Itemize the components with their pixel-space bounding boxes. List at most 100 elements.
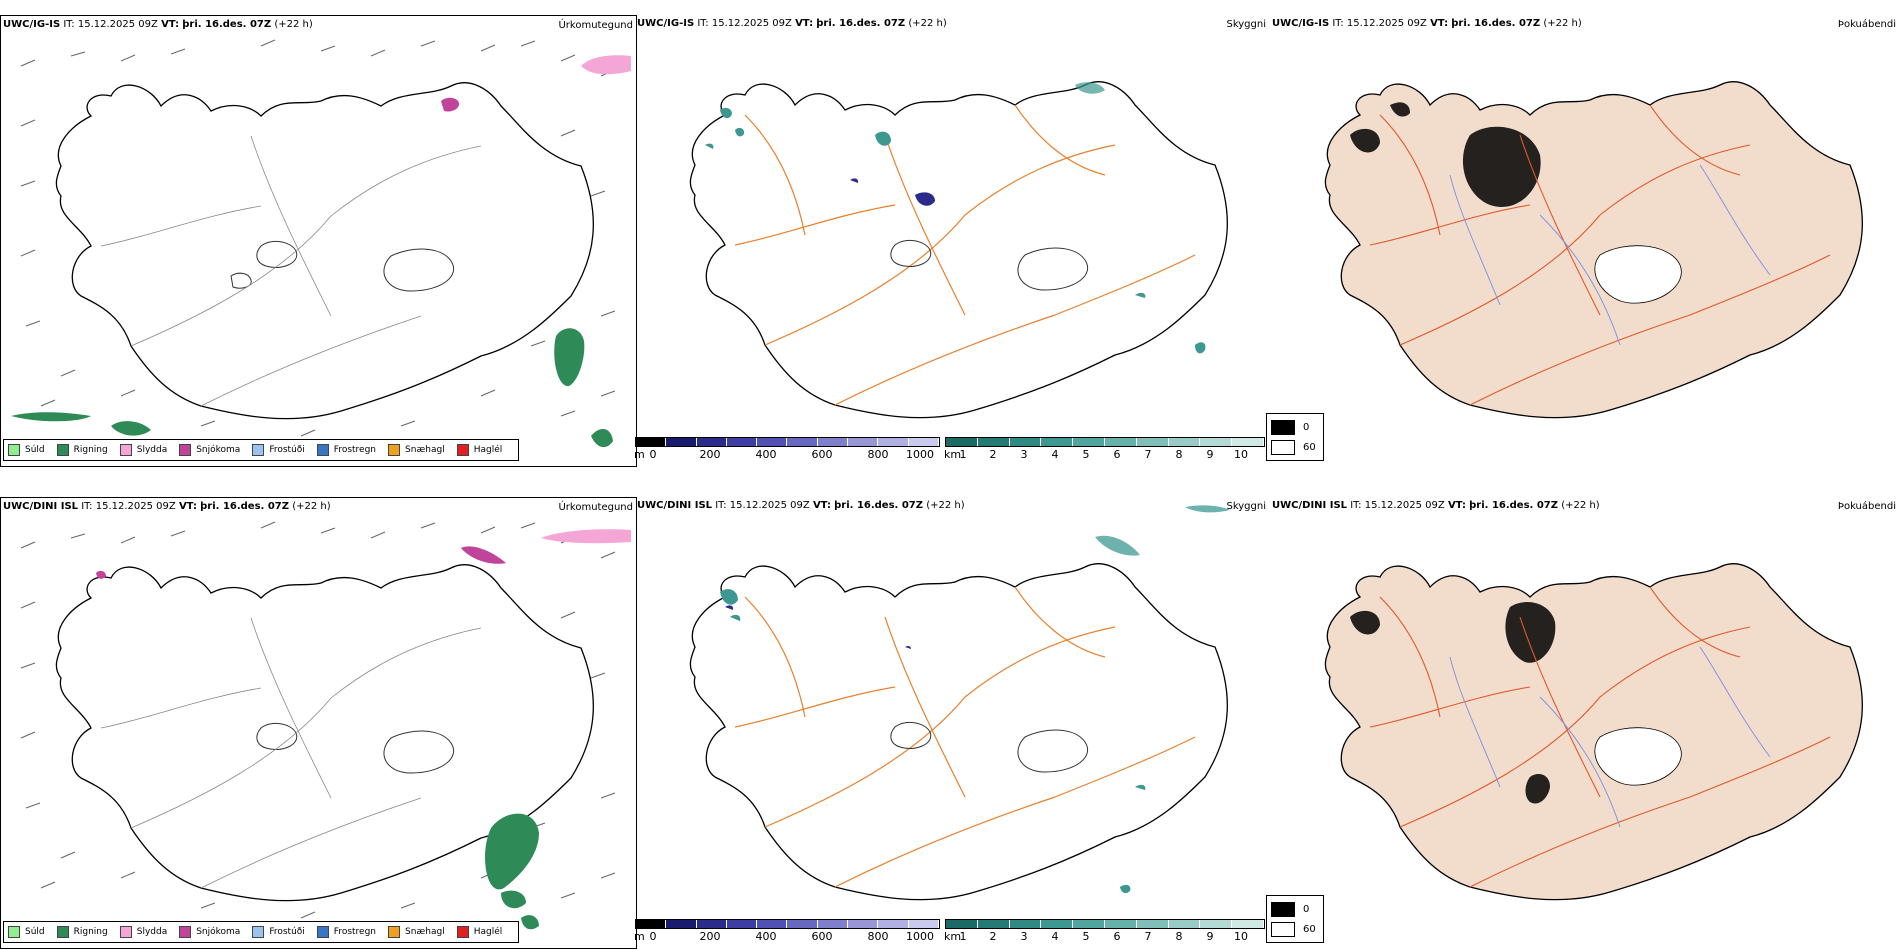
legend-label: Slydda [136, 445, 168, 455]
precip-type-legend: Súld Rigning Slydda Snjókoma Frostúði Fr… [3, 439, 520, 461]
it-label: IT: [1332, 18, 1344, 29]
precip-sleet-area [581, 55, 631, 75]
tick-label: 4 [1051, 448, 1059, 461]
valid-time: þri. 16.des. 07Z [816, 18, 906, 29]
legend-label: Súld [25, 445, 45, 455]
iceland-coastline [689, 81, 1228, 419]
tick-label: 0 [649, 930, 657, 943]
model-name: UWC/DINI ISL [1272, 500, 1348, 511]
legend-swatch [179, 926, 192, 938]
low-visibility-areas [705, 82, 1206, 354]
tick-label: 10 [1234, 930, 1248, 943]
tick-label: 8 [1175, 930, 1183, 943]
lead-time: (+22 h) [926, 500, 965, 511]
glaciers [230, 240, 454, 292]
wind-barbs [20, 39, 616, 437]
legend-label: Haglél [473, 927, 503, 937]
precip-snow-area [441, 97, 460, 112]
visibility-unit: km [944, 930, 962, 943]
visibility-colorbar: 1 2 3 4 5 6 7 8 9 10 km [944, 437, 1265, 461]
valid-time: þri. 16.des. 07Z [200, 501, 289, 512]
init-time: 15.12.2025 09Z [711, 18, 792, 29]
product-name: Skyggni [1226, 19, 1266, 30]
legend-item: 0 [1271, 420, 1309, 435]
panel-igis-fog-index: UWC/IG-IS IT: 15.12.2025 09Z VT: þri. 16… [1266, 15, 1900, 465]
legend-item: Frostúði [252, 926, 305, 938]
legend-label: Snæhagl [405, 445, 445, 455]
model-name: UWC/DINI ISL [637, 500, 713, 511]
tick-label: 600 [811, 930, 833, 943]
fog-clear-area [1594, 727, 1682, 786]
fog-clear-area [1594, 245, 1682, 304]
panel-dini-precip-type: UWC/DINI ISL IT: 15.12.2025 09Z VT: þri.… [0, 497, 637, 949]
it-label: IT: [697, 18, 709, 29]
legend-label: 0 [1303, 904, 1310, 915]
cloud-base-ticks: 0 200 400 600 800 1000 [635, 447, 940, 461]
valid-time: þri. 16.des. 07Z [1451, 18, 1541, 29]
rivers [1449, 164, 1771, 346]
roads [1369, 586, 1831, 888]
legend-swatch [388, 444, 401, 456]
it-label: IT: [63, 19, 75, 30]
cloud-base-unit: m [634, 448, 645, 461]
legend-label: Frostúði [269, 445, 305, 455]
fog-patches [1350, 102, 1541, 207]
tick-label: 5 [1082, 930, 1090, 943]
tick-label: 1000 [906, 448, 934, 461]
legend-label: Frostregn [333, 927, 377, 937]
legend-label: Snjókoma [196, 927, 241, 937]
iceland-coastline [55, 564, 594, 902]
precip-rain-area-east [554, 328, 585, 387]
visibility-ticks: 1 2 3 4 5 6 7 8 9 10 [945, 929, 1265, 943]
map-cloud-visibility [689, 505, 1230, 901]
legend-swatch [8, 444, 20, 456]
legend-item: Súld [8, 926, 45, 938]
legend-swatch [1271, 440, 1295, 455]
lead-time: (+22 h) [274, 19, 313, 30]
tick-label: 1 [959, 930, 967, 943]
it-label: IT: [81, 501, 93, 512]
vt-label: VT: [178, 501, 197, 512]
tick-label: 800 [867, 930, 889, 943]
tick-label: 0 [649, 448, 657, 461]
legend-swatch [1271, 922, 1295, 937]
vt-label: VT: [795, 18, 814, 29]
tick-label: 1 [959, 448, 967, 461]
legend-label: 0 [1303, 422, 1310, 433]
legend-item: Haglél [456, 926, 503, 938]
legend-item: Snæhagl [388, 444, 445, 456]
legend-swatch [56, 926, 69, 938]
map-precip-type [11, 39, 631, 448]
precip-snow-area [96, 546, 506, 579]
legend-item: Rigning [56, 926, 108, 938]
panel-dini-cloud-visibility: UWC/DINI ISL IT: 15.12.2025 09Z VT: þri.… [634, 497, 1270, 947]
tick-label: 3 [1020, 448, 1028, 461]
product-name: Úrkomutegund [558, 20, 633, 31]
visibility-bar [945, 919, 1265, 929]
init-time: 15.12.2025 09Z [729, 500, 810, 511]
legend-item: Rigning [56, 444, 108, 456]
tick-label: 2 [989, 448, 997, 461]
tick-label: 10 [1234, 448, 1248, 461]
legend-swatch [56, 444, 69, 456]
legend-item: Haglél [456, 444, 502, 456]
map-precip-type [20, 521, 631, 930]
legend-swatch [252, 926, 265, 938]
tick-label: 2 [989, 930, 997, 943]
roads [734, 104, 1196, 406]
cloud-base-bar [635, 919, 940, 929]
precip-rain-area-southeast [591, 429, 613, 448]
tick-label: 7 [1144, 448, 1152, 461]
map-fog-index [1324, 81, 1863, 419]
product-name: Skyggni [1226, 501, 1266, 512]
legend-label: Snæhagl [405, 927, 445, 937]
tick-label: 6 [1113, 448, 1121, 461]
panel-dini-fog-index: UWC/DINI ISL IT: 15.12.2025 09Z VT: þri.… [1266, 497, 1900, 947]
panel-title: UWC/DINI ISL IT: 15.12.2025 09Z VT: þri.… [637, 500, 965, 511]
tick-label: 4 [1051, 930, 1059, 943]
valid-time: þri. 16.des. 07Z [182, 19, 272, 30]
iceland-coastline [55, 82, 594, 420]
legend-swatch [1271, 420, 1295, 435]
map-cloud-visibility [689, 81, 1228, 419]
tick-label: 9 [1206, 448, 1214, 461]
